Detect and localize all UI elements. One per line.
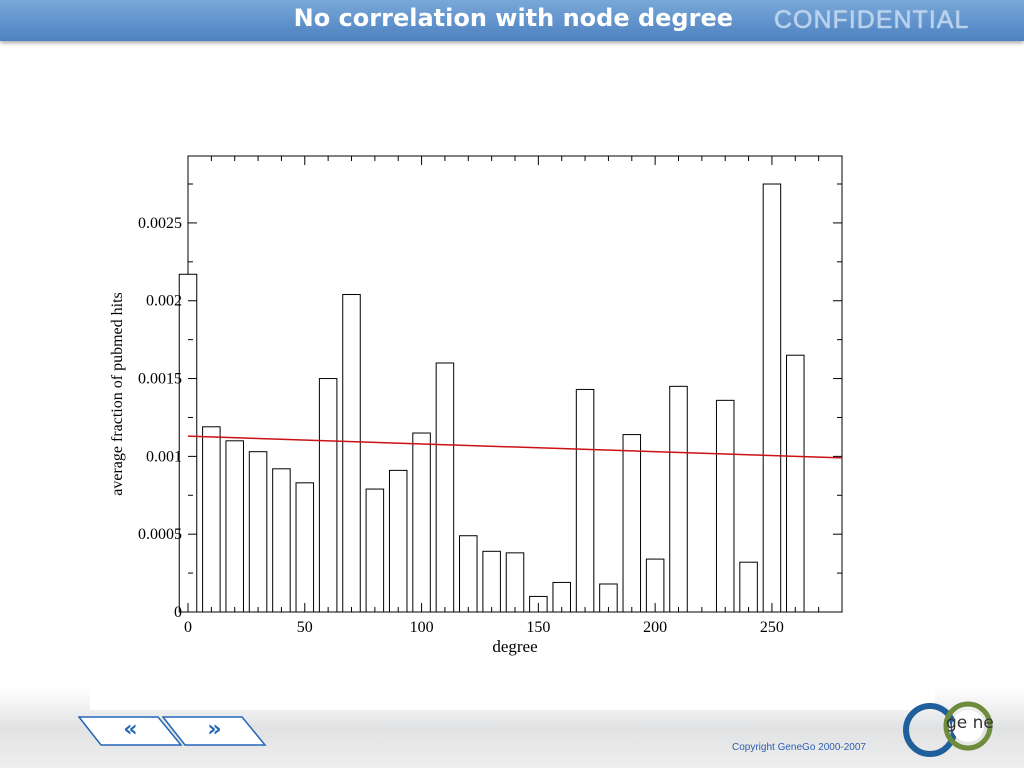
bar <box>248 451 268 613</box>
next-arrow-icon: » <box>207 717 222 742</box>
trend-line <box>187 435 843 459</box>
title-bar: No correlation with node degree CONFIDEN… <box>0 0 1024 41</box>
prev-button-shape <box>78 716 183 746</box>
bar <box>412 432 431 613</box>
bar <box>762 183 782 613</box>
y-tick-label: 0.001 <box>146 448 182 465</box>
bar <box>225 440 244 613</box>
bar <box>318 378 338 613</box>
bar <box>295 482 315 613</box>
previous-slide-button[interactable]: « <box>78 716 183 746</box>
next-button-shape <box>162 716 267 746</box>
y-tick-label: 0.0005 <box>138 526 182 543</box>
bar <box>739 561 758 613</box>
bar <box>365 488 385 613</box>
bar <box>459 535 478 613</box>
copyright-text: Copyright GeneGo 2000-2007 <box>732 742 866 753</box>
bar <box>482 550 501 613</box>
bar <box>669 385 688 613</box>
bar-chart: 0 50 100 150 200 250 0 0.0005 0.001 0.0015 0.002 0.… <box>109 155 843 656</box>
x-tick-label: 150 <box>526 619 550 636</box>
bar <box>388 469 408 613</box>
y-axis-label: average fraction of pubmed hits <box>109 292 126 495</box>
previous-arrow-icon: « <box>123 717 138 742</box>
bar <box>575 388 595 613</box>
logo-text: ge ne <box>946 713 994 733</box>
confidential-label: CONFIDENTIAL <box>774 6 970 34</box>
bar <box>342 294 361 613</box>
bar <box>622 434 642 613</box>
x-tick-label: 100 <box>410 619 434 636</box>
x-tick-label: 200 <box>643 619 667 636</box>
y-tick-label: 0.0025 <box>138 215 182 232</box>
genego-logo: ge ne <box>903 701 994 757</box>
bar <box>272 468 291 613</box>
x-tick-label: 250 <box>760 619 784 636</box>
bar <box>715 399 735 613</box>
y-tick-label: 0.002 <box>146 293 182 310</box>
x-axis-label: degree <box>492 637 537 656</box>
x-tick-label: 0 <box>184 619 192 636</box>
slide-title: No correlation with node degree <box>293 4 733 32</box>
y-tick-label: 0.0015 <box>138 371 182 388</box>
bar <box>505 552 525 613</box>
bar <box>202 426 221 613</box>
x-tick-label: 50 <box>297 619 313 636</box>
bar <box>435 362 455 613</box>
next-slide-button[interactable]: » <box>162 716 267 746</box>
y-tick-label: 0 <box>174 604 182 621</box>
bar <box>178 273 198 613</box>
chart-area: 0 50 100 150 200 250 0 0.0005 0.001 0.0015 0.002 0.… <box>90 140 935 710</box>
bar <box>786 354 805 613</box>
